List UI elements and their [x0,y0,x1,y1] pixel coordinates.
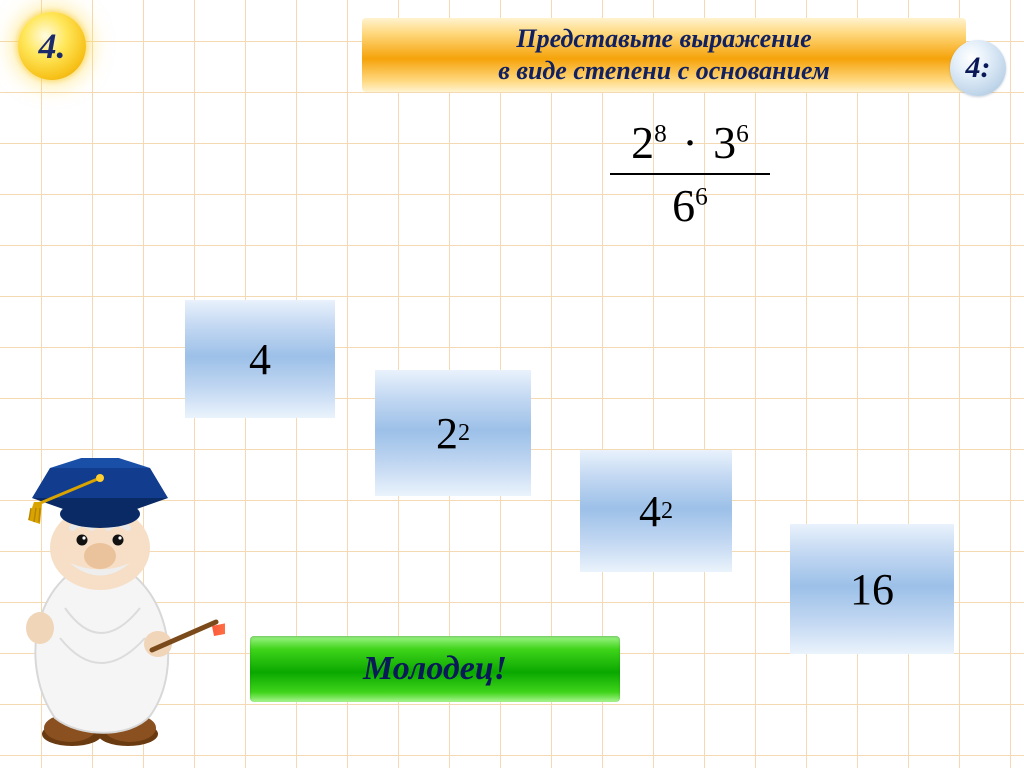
answer-base: 2 [436,408,458,459]
instruction-line-1: Представьте выражение [516,23,811,56]
num-term2-exp: 6 [736,120,749,148]
num-term2-base: 3 [713,117,736,168]
answer-exp: 2 [661,497,673,525]
feedback-bar: Молодец! [250,636,620,702]
question-number-badge: 4. [18,12,86,80]
formula-denominator: 66 [570,179,810,232]
base-badge: 4: [950,40,1006,96]
answer-tile-ans-42[interactable]: 42 [580,450,732,572]
den-base: 6 [672,180,695,231]
base-label: 4: [966,51,991,85]
instruction-title: Представьте выражение в виде степени с о… [362,18,966,92]
professor-character [0,458,225,748]
fraction-line [610,173,770,175]
answer-exp: 2 [458,419,470,447]
den-exp: 6 [695,183,708,211]
num-term1-exp: 8 [654,120,667,148]
answer-tile-ans-4[interactable]: 4 [185,300,335,418]
answer-base: 16 [850,564,894,615]
formula-numerator: 28 · 36 [570,116,810,169]
instruction-line-2: в виде степени с основанием [498,55,830,88]
formula-expression: 28 · 36 66 [570,116,810,232]
answer-tile-ans-16[interactable]: 16 [790,524,954,654]
num-dot: · [678,117,701,168]
answer-tile-ans-22[interactable]: 22 [375,370,531,496]
feedback-text: Молодец! [363,650,507,688]
answer-base: 4 [249,334,271,385]
question-number: 4. [39,25,66,67]
num-term1-base: 2 [631,117,654,168]
answer-base: 4 [639,486,661,537]
